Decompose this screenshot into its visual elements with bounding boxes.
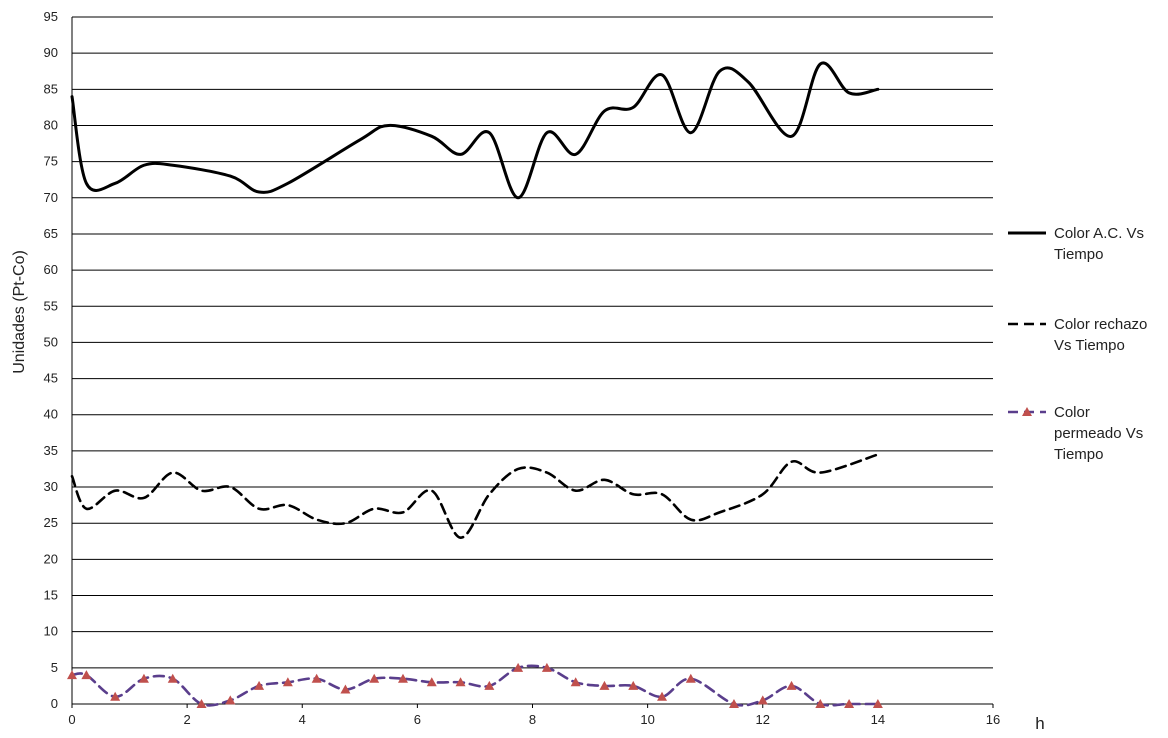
x-axis-label: h (1035, 714, 1044, 733)
triangle-marker (757, 695, 768, 705)
y-tick-label: 20 (44, 551, 58, 566)
triangle-marker (340, 684, 351, 694)
triangle-marker (872, 699, 883, 708)
triangle-marker (657, 691, 668, 701)
triangle-marker (513, 662, 524, 672)
y-tick-label: 10 (44, 624, 58, 639)
series-markers (67, 662, 883, 708)
x-tick-label: 8 (529, 712, 536, 727)
y-tick-label: 70 (44, 190, 58, 205)
triangle-marker (311, 673, 322, 683)
series-lines (70, 61, 880, 707)
x-tick-label: 12 (756, 712, 770, 727)
triangle-marker (484, 680, 495, 690)
y-tick-label: 95 (44, 9, 58, 24)
triangle-marker (167, 673, 178, 683)
legend-label: Tiempo (1054, 246, 1103, 263)
triangle-marker (81, 670, 92, 680)
legend-label: Vs Tiempo (1054, 337, 1125, 354)
y-tick-label: 50 (44, 334, 58, 349)
legend-label: Color rechazo (1054, 316, 1147, 333)
y-axis-label: Unidades (Pt-Co) (11, 250, 28, 374)
triangle-marker (541, 662, 552, 672)
series-line-color-ac (70, 61, 880, 200)
x-tick-label: 4 (299, 712, 306, 727)
y-tick-label: 45 (44, 371, 58, 386)
x-tick-label: 10 (640, 712, 654, 727)
y-tick-label: 55 (44, 298, 58, 313)
triangle-marker (455, 677, 466, 687)
y-axis-ticks: 0 5 10 15 20 25 30 35 40 45 50 55 60 65 70 75 80 85 90 95 (44, 9, 58, 711)
y-tick-label: 65 (44, 226, 58, 241)
triangle-marker (138, 673, 149, 683)
triangle-marker (254, 680, 265, 690)
y-tick-label: 85 (44, 81, 58, 96)
triangle-marker (369, 673, 380, 683)
legend-item: Color rechazo Vs Tiempo (1008, 316, 1147, 354)
triangle-marker (196, 699, 207, 708)
legend-item: Color permeado Vs Tiempo (1008, 404, 1143, 463)
triangle-marker (397, 673, 408, 683)
y-tick-label: 90 (44, 45, 58, 60)
x-tick-label: 14 (871, 712, 885, 727)
y-tick-label: 80 (44, 117, 58, 132)
triangle-marker (786, 680, 797, 690)
y-tick-label: 5 (51, 660, 58, 675)
y-tick-label: 15 (44, 588, 58, 603)
legend: Color A.C. Vs Tiempo Color rechazo Vs Tiemp… (1008, 225, 1147, 463)
gridlines (71, 16, 993, 705)
y-tick-label: 60 (44, 262, 58, 277)
triangle-marker (282, 677, 293, 687)
x-tick-label: 0 (68, 712, 75, 727)
triangle-marker (685, 673, 696, 683)
triangle-marker (110, 691, 121, 701)
series-line-color-rechazo (70, 453, 880, 539)
triangle-marker (67, 670, 77, 680)
triangle-marker (426, 677, 437, 687)
y-tick-label: 40 (44, 407, 58, 422)
y-tick-label: 0 (51, 696, 58, 711)
triangle-marker (628, 680, 639, 690)
triangle-marker (599, 680, 610, 690)
y-tick-label: 75 (44, 154, 58, 169)
y-tick-label: 25 (44, 515, 58, 530)
y-tick-label: 30 (44, 479, 58, 494)
triangle-marker (728, 699, 739, 708)
x-axis-ticks: 0 2 4 6 8 10 12 14 16 (68, 704, 1000, 727)
triangle-marker (815, 699, 826, 708)
x-tick-label: 16 (986, 712, 1000, 727)
triangle-marker (225, 695, 236, 705)
legend-label: Color A.C. Vs (1054, 225, 1144, 242)
legend-label: Color (1054, 404, 1090, 421)
triangle-marker (570, 677, 581, 687)
legend-label: Tiempo (1054, 446, 1103, 463)
y-tick-label: 35 (44, 443, 58, 458)
x-tick-label: 6 (414, 712, 421, 727)
legend-triangle-marker (1022, 407, 1032, 416)
legend-label: permeado Vs (1054, 425, 1143, 442)
series-line-color-permeado (70, 664, 880, 707)
x-tick-label: 2 (184, 712, 191, 727)
triangle-marker (844, 699, 855, 708)
legend-item: Color A.C. Vs Tiempo (1008, 225, 1144, 263)
